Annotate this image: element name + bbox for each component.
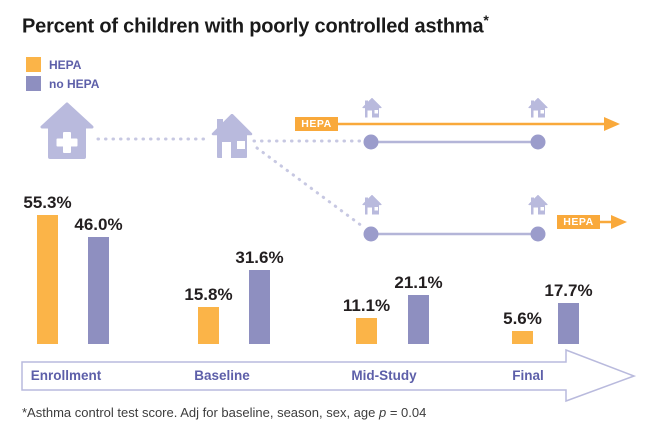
- stage-label-final: Final: [512, 368, 544, 383]
- footnote-text: *Asthma control test score. Adj for base…: [22, 405, 379, 420]
- legend-item-hepa: HEPA: [26, 55, 99, 74]
- clinic-house-icon: [40, 102, 94, 159]
- legend: HEPA no HEPA: [26, 55, 99, 93]
- stage-label-baseline: Baseline: [194, 368, 250, 383]
- dotted-line-baseline-bottom-group: [255, 146, 364, 228]
- hepa-arrow-top: [338, 117, 620, 131]
- bar-value-no-hepa-mid-study: 21.1%: [394, 273, 443, 292]
- bar-no-hepa-baseline: [249, 270, 270, 344]
- legend-swatch-no-hepa: [26, 76, 41, 91]
- bar-hepa-enrollment: [37, 215, 58, 344]
- bar-hepa-baseline: [198, 307, 219, 344]
- hepa-intervention-badge-bottom: HEPA: [557, 215, 600, 229]
- page-title: Percent of children with poorly controll…: [22, 12, 489, 39]
- title-text: Percent of children with poorly controll…: [22, 15, 484, 38]
- bar-no-hepa-enrollment: [88, 237, 109, 344]
- final-house-bottom-icon: [528, 195, 548, 215]
- footnote-p-symbol: p: [378, 405, 387, 420]
- bar-value-no-hepa-enrollment: 46.0%: [74, 215, 123, 234]
- bar-value-no-hepa-final: 17.7%: [544, 281, 593, 300]
- hepa-intervention-badge-top: HEPA: [295, 117, 338, 131]
- final-house-top-icon: [528, 98, 548, 118]
- study-segment-top: [363, 134, 546, 150]
- midstudy-house-top-icon: [362, 98, 382, 118]
- bar-value-hepa-mid-study: 11.1%: [342, 296, 391, 315]
- stage-label-mid-study: Mid-Study: [351, 368, 417, 383]
- footnote: *Asthma control test score. Adj for base…: [22, 405, 426, 420]
- bar-value-hepa-enrollment: 55.3%: [23, 193, 72, 212]
- bar-hepa-final: [512, 331, 533, 344]
- legend-label-hepa: HEPA: [49, 57, 82, 72]
- bar-value-no-hepa-baseline: 31.6%: [235, 248, 284, 267]
- study-segment-bottom: [363, 226, 546, 242]
- bar-no-hepa-final: [558, 303, 579, 344]
- legend-label-no-hepa: no HEPA: [49, 76, 100, 91]
- baseline-house-icon: [211, 114, 253, 158]
- hepa-arrow-bottom: [600, 215, 627, 229]
- stage-label-enrollment: Enrollment: [30, 368, 102, 383]
- bar-value-hepa-baseline: 15.8%: [184, 285, 233, 304]
- legend-swatch-hepa: [26, 57, 41, 72]
- bar-hepa-mid-study: [356, 318, 377, 344]
- footnote-p-value: = 0.04: [386, 405, 427, 420]
- title-asterisk: *: [483, 12, 489, 28]
- timeline-arrow: [21, 348, 637, 403]
- bar-no-hepa-mid-study: [408, 295, 429, 344]
- midstudy-house-bottom-icon: [362, 195, 382, 215]
- bar-value-hepa-final: 5.6%: [503, 309, 542, 328]
- legend-item-no-hepa: no HEPA: [26, 74, 99, 93]
